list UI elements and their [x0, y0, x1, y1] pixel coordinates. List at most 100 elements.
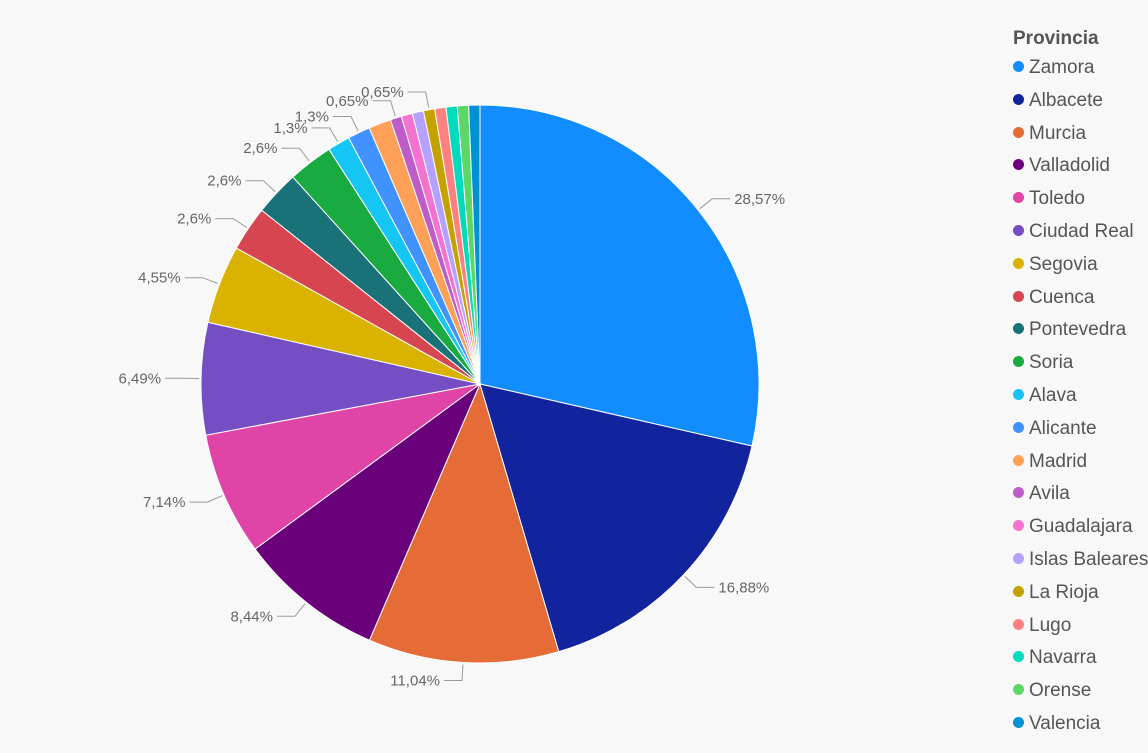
legend-title: Provincia: [1013, 28, 1099, 49]
legend-item-islas-baleares[interactable]: Islas Baleares: [1013, 544, 1148, 577]
legend-marker: [1013, 60, 1024, 72]
leader-line-segovia: [184, 277, 218, 284]
legend-label: La Rioja: [1029, 581, 1099, 603]
legend-marker: [1013, 618, 1024, 630]
legend-marker: [1013, 257, 1024, 269]
leader-line-alava: [311, 127, 339, 142]
pie-slice-albacete[interactable]: [479, 383, 753, 653]
leader-line-zamora: [699, 198, 731, 210]
legend-marker: [1013, 651, 1024, 663]
data-label-cuenca: 2,6%: [177, 211, 211, 228]
legend-marker: [1013, 487, 1024, 499]
legend-marker: [1013, 323, 1024, 335]
legend-marker: [1013, 290, 1024, 302]
legend-item-albacete[interactable]: Albacete: [1013, 85, 1148, 118]
legend-marker: [1013, 454, 1024, 466]
leader-line-cuenca: [215, 218, 247, 228]
leader-line-valladolid: [277, 603, 306, 617]
data-label-pontevedra: 2,6%: [207, 173, 241, 190]
legend-label: Albacete: [1029, 89, 1103, 111]
leader-line-alicante: [333, 116, 359, 132]
legend-label: Pontevedra: [1029, 319, 1127, 341]
leader-line-avila: [372, 100, 396, 117]
legend-label: Toledo: [1029, 188, 1085, 210]
data-label-segovia: 4,55%: [138, 270, 181, 287]
data-label-alicante: 1,3%: [295, 109, 329, 126]
legend-marker: [1013, 552, 1024, 564]
legend-label: Alicante: [1029, 417, 1097, 439]
leader-line-pontevedra: [245, 180, 276, 192]
legend-item-valladolid[interactable]: Valladolid: [1013, 150, 1148, 183]
legend-item-toledo[interactable]: Toledo: [1013, 183, 1148, 216]
legend-marker: [1013, 520, 1024, 532]
legend-item-navarra[interactable]: Navarra: [1013, 642, 1148, 675]
legend-label: Avila: [1029, 483, 1070, 505]
legend-label: Ciudad Real: [1029, 220, 1134, 242]
legend-marker: [1013, 585, 1024, 597]
legend-item-segovia[interactable]: Segovia: [1013, 249, 1148, 282]
data-label-toledo: 7,14%: [143, 494, 186, 511]
legend: Provincia Zamora Albacete Murcia Valladolid…: [1013, 26, 1148, 741]
legend-label: Alava: [1029, 384, 1077, 406]
legend-label: Zamora: [1029, 57, 1095, 78]
pie-slice-valladolid[interactable]: [254, 382, 482, 641]
legend-marker: [1013, 716, 1024, 728]
legend-item-la-rioja[interactable]: La Rioja: [1013, 577, 1148, 610]
leader-line-la-rioja: [407, 91, 430, 108]
legend-item-murcia[interactable]: Murcia: [1013, 118, 1148, 151]
legend-marker: [1013, 421, 1024, 433]
data-label-murcia: 11,04%: [390, 673, 440, 690]
pie-slice-valencia[interactable]: [468, 104, 481, 385]
legend-label: Valencia: [1029, 712, 1101, 734]
legend-item-zamora[interactable]: Zamora: [1013, 52, 1148, 85]
legend-item-lugo[interactable]: Lugo: [1013, 610, 1148, 643]
pie-slice-murcia[interactable]: [368, 382, 560, 664]
legend-label: Cuenca: [1029, 286, 1095, 308]
data-label-zamora: 28,57%: [734, 191, 785, 208]
legend-label: Madrid: [1029, 450, 1088, 472]
data-label-ciudad-real: 6,49%: [119, 370, 162, 387]
leader-line-murcia: [444, 664, 464, 681]
legend-label: Islas Baleares: [1029, 548, 1148, 570]
legend-marker: [1013, 192, 1024, 204]
legend-label: Navarra: [1029, 647, 1097, 669]
pie-plot-area: 28,57% 16,88% 11,04% 8,44% 7,14% 6,49% 4,55% 2,…: [119, 84, 786, 690]
legend-item-ciudad-real[interactable]: Ciudad Real: [1013, 216, 1148, 249]
legend-item-soria[interactable]: Soria: [1013, 347, 1148, 380]
data-label-avila: 0,65%: [326, 93, 369, 110]
legend-label: Orense: [1029, 680, 1092, 702]
legend-marker: [1013, 684, 1024, 696]
legend-label: Soria: [1029, 352, 1074, 374]
legend-label: Segovia: [1029, 253, 1098, 275]
leader-line-albacete: [684, 576, 715, 588]
data-label-albacete: 16,88%: [718, 579, 769, 596]
legend-item-guadalajara[interactable]: Guadalajara: [1013, 511, 1148, 544]
legend-label: Guadalajara: [1029, 516, 1133, 538]
legend-marker: [1013, 93, 1024, 105]
data-label-la-rioja: 0,65%: [361, 84, 404, 101]
legend-marker: [1013, 126, 1024, 138]
data-label-alava: 1,3%: [273, 120, 307, 137]
pie-slice-toledo[interactable]: [205, 383, 481, 550]
legend-item-orense[interactable]: Orense: [1013, 675, 1148, 708]
legend-item-avila[interactable]: Avila: [1013, 478, 1148, 511]
legend-label: Murcia: [1029, 122, 1087, 144]
legend-label: Lugo: [1029, 614, 1072, 636]
legend-item-alicante[interactable]: Alicante: [1013, 413, 1148, 446]
legend-item-pontevedra[interactable]: Pontevedra: [1013, 314, 1148, 347]
data-label-valladolid: 8,44%: [230, 608, 273, 625]
pie-slice-ciudad-real[interactable]: [200, 321, 481, 436]
legend-marker: [1013, 356, 1024, 368]
leader-line-toledo: [189, 495, 223, 503]
legend-item-valencia[interactable]: Valencia: [1013, 708, 1148, 741]
legend-marker: [1013, 388, 1024, 400]
data-label-soria: 2,6%: [243, 140, 277, 157]
legend-marker: [1013, 159, 1024, 171]
legend-label: Valladolid: [1029, 155, 1110, 177]
pie-slice-zamora[interactable]: [479, 104, 760, 447]
legend-marker: [1013, 224, 1024, 236]
legend-item-cuenca[interactable]: Cuenca: [1013, 282, 1148, 315]
legend-item-alava[interactable]: Alava: [1013, 380, 1148, 413]
legend-item-madrid[interactable]: Madrid: [1013, 446, 1148, 479]
